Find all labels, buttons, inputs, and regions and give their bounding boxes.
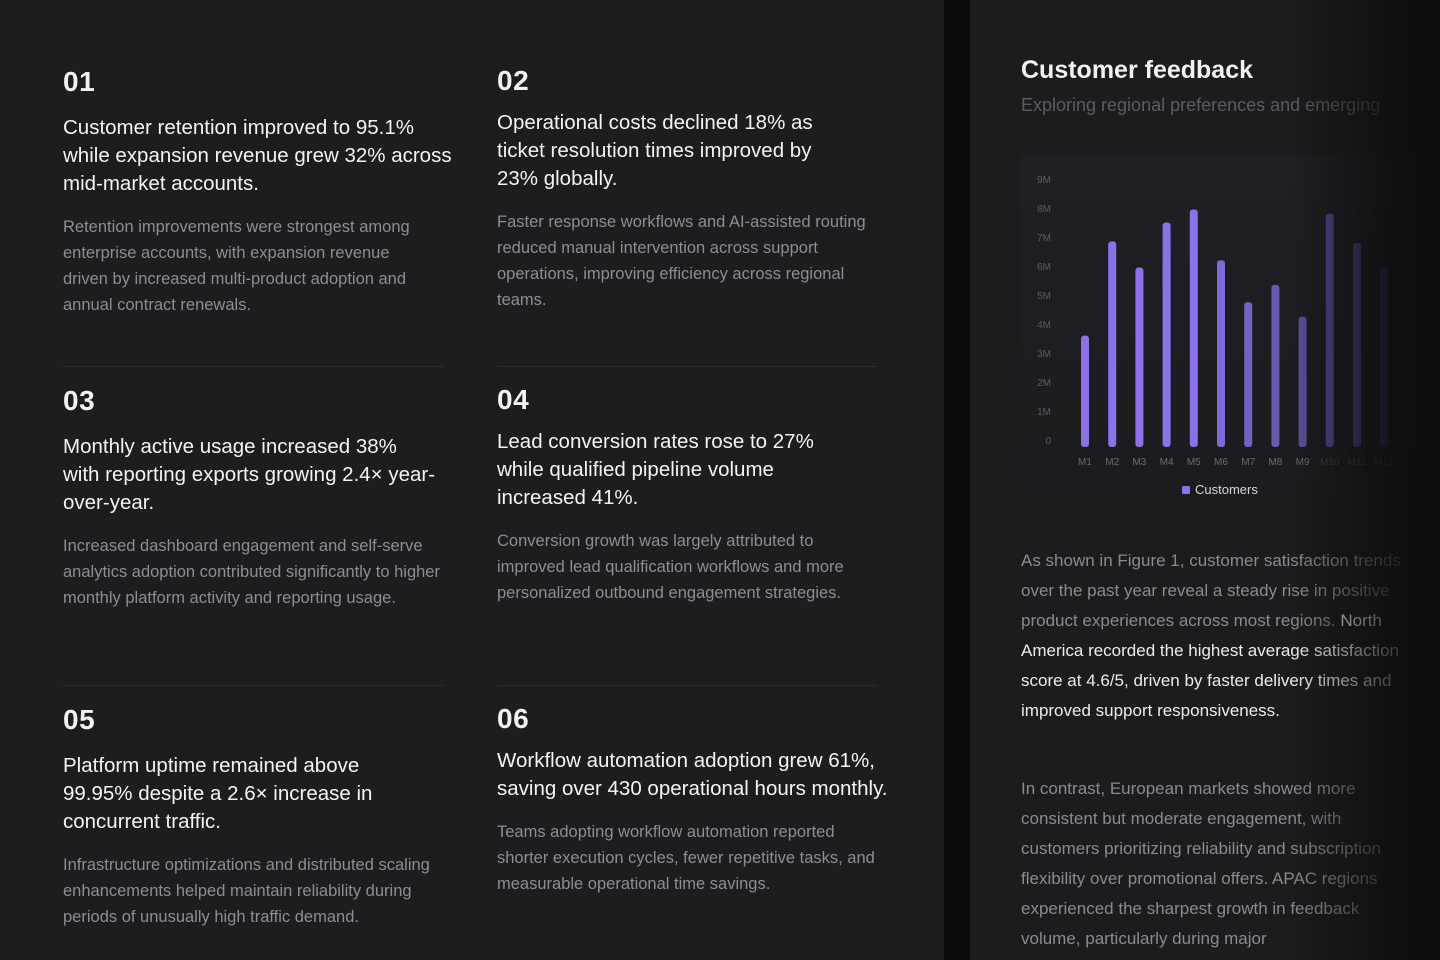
feedback-subtitle: Exploring regional preferences and emerg… xyxy=(1021,95,1381,115)
y-tick-label: 4M xyxy=(1037,320,1051,331)
y-tick-label: 0 xyxy=(1045,436,1051,447)
insight-number: 05 xyxy=(63,704,96,735)
insight-body: Retention improvements were strongest am… xyxy=(63,218,410,314)
paragraph-text: In contrast, European markets showed mor… xyxy=(1021,779,1381,948)
insight-card-01: 01 Customer retention improved to 95.1% … xyxy=(63,66,453,318)
insight-card-05: 05 Platform uptime remained above 99.95%… xyxy=(63,704,453,930)
y-tick-label: 8M xyxy=(1037,204,1051,215)
insight-headline: Customer retention improved to 95.1% whi… xyxy=(63,116,452,195)
legend-label: Customers xyxy=(1195,482,1258,497)
bar-m1 xyxy=(1081,335,1089,447)
x-tick-label: M4 xyxy=(1160,457,1174,468)
x-tick-label: M12 xyxy=(1374,457,1394,468)
y-tick-label: 6M xyxy=(1037,262,1051,273)
x-tick-label: M10 xyxy=(1320,457,1340,468)
feedback-paragraph-1: As shown in Figure 1, customer satisfact… xyxy=(1021,546,1421,726)
insight-headline: Workflow automation adoption grew 61%, s… xyxy=(497,749,888,800)
divider xyxy=(497,366,877,367)
insight-headline: Platform uptime remained above 99.95% de… xyxy=(63,754,373,833)
panel-gap xyxy=(944,0,970,960)
bar-m5 xyxy=(1189,209,1198,447)
insight-card-03: 03 Monthly active usage increased 38% wi… xyxy=(63,385,453,611)
insight-body: Increased dashboard engagement and self-… xyxy=(63,537,440,607)
bar-m6 xyxy=(1217,260,1225,447)
feedback-title: Customer feedback xyxy=(1021,56,1254,84)
x-tick-label: M6 xyxy=(1214,457,1228,468)
feedback-panel: Customer feedback Exploring regional pre… xyxy=(970,0,1440,960)
divider xyxy=(63,685,443,686)
x-tick-label: M9 xyxy=(1296,457,1310,468)
bar-m11 xyxy=(1353,242,1361,447)
bar-m3 xyxy=(1135,267,1144,447)
insight-headline: Operational costs declined 18% as ticket… xyxy=(497,111,813,190)
y-tick-label: 3M xyxy=(1037,349,1051,360)
insight-card-04: 04 Lead conversion rates rose to 27% whi… xyxy=(497,384,887,606)
bar-m2 xyxy=(1108,241,1117,447)
x-tick-label: M7 xyxy=(1241,457,1255,468)
insight-number: 04 xyxy=(497,384,530,415)
insight-body: Infrastructure optimizations and distrib… xyxy=(63,856,430,926)
insight-number: 01 xyxy=(63,66,96,97)
bar-m8 xyxy=(1271,284,1280,447)
x-tick-label: M1 xyxy=(1078,457,1092,468)
insight-number: 02 xyxy=(497,65,530,96)
legend-swatch xyxy=(1182,486,1190,494)
feedback-paragraph-2: In contrast, European markets showed mor… xyxy=(1021,774,1421,954)
x-tick-label: M3 xyxy=(1132,457,1146,468)
y-tick-label: 9M xyxy=(1037,175,1051,186)
insights-panel: 01 Customer retention improved to 95.1% … xyxy=(0,0,944,960)
insight-card-06: 06 Workflow automation adoption grew 61%… xyxy=(497,703,888,897)
x-tick-label: M5 xyxy=(1187,457,1201,468)
bar-m10 xyxy=(1325,213,1334,447)
insight-headline: Lead conversion rates rose to 27% while … xyxy=(497,430,814,509)
insight-headline: Monthly active usage increased 38% with … xyxy=(63,435,436,514)
insight-card-02: 02 Operational costs declined 18% as tic… xyxy=(497,65,887,313)
y-tick-label: 2M xyxy=(1037,378,1051,389)
y-tick-label: 1M xyxy=(1037,407,1051,418)
divider xyxy=(63,366,443,367)
insight-body: Faster response workflows and AI-assiste… xyxy=(497,213,866,309)
insight-body: Conversion growth was largely attributed… xyxy=(497,532,844,602)
customers-bar-chart: 0 1M 2M 3M 4M 5M 6M 7M 8M 9M M1 M2 M3 M4 M5 M6 M7 M8 M9 M1… xyxy=(1021,155,1440,515)
bar-m4 xyxy=(1162,222,1171,447)
chart-svg: 0 1M 2M 3M 4M 5M 6M 7M 8M 9M M1 M2 M3 M4 M5 M6 M7 M8 M9 M1… xyxy=(1037,175,1394,497)
x-tick-label: M2 xyxy=(1105,457,1119,468)
insight-number: 06 xyxy=(497,703,530,734)
bar-m9 xyxy=(1298,316,1307,447)
bar-m7 xyxy=(1244,302,1253,447)
y-tick-label: 7M xyxy=(1037,233,1051,244)
y-tick-label: 5M xyxy=(1037,291,1051,302)
x-tick-label: M8 xyxy=(1268,457,1282,468)
divider xyxy=(497,685,877,686)
bar-m12 xyxy=(1380,267,1389,447)
x-tick-label: M11 xyxy=(1348,457,1367,468)
insight-body: Teams adopting workflow automation repor… xyxy=(497,823,875,893)
insight-number: 03 xyxy=(63,385,96,416)
